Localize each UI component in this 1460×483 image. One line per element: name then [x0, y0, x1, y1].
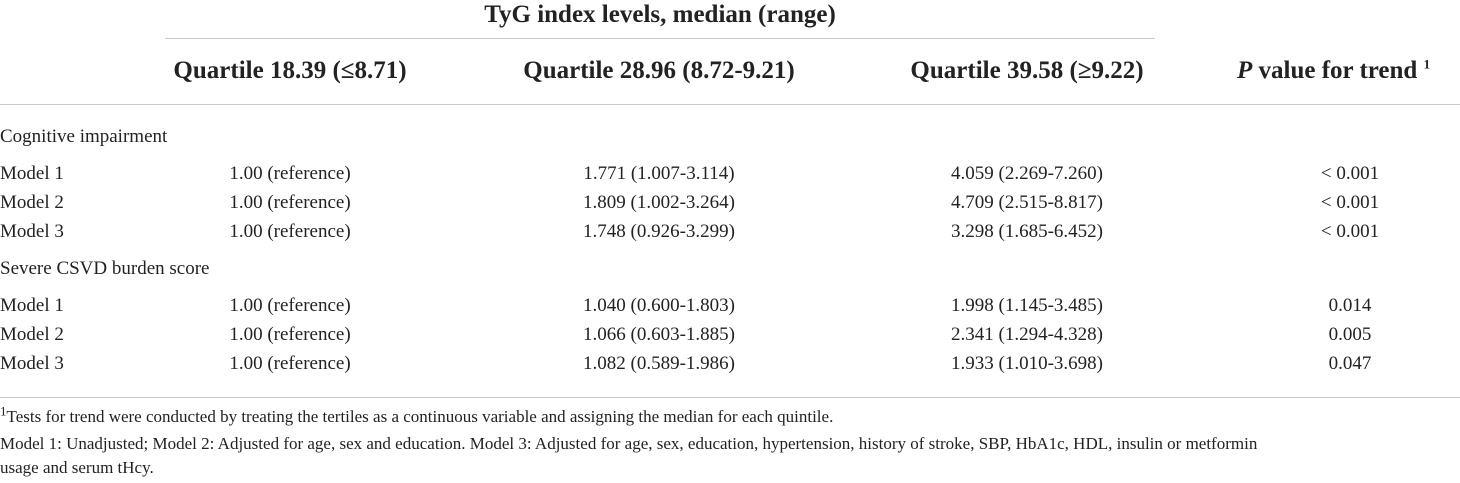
row-label: Model 1: [0, 163, 64, 184]
cell-q2: 1.771 (1.007-3.114): [583, 163, 735, 184]
col-header-q2: Quartile 28.96 (8.72-9.21): [523, 57, 795, 84]
cell-q3: 3.298 (1.685-6.452): [951, 221, 1103, 242]
cell-q3: 1.933 (1.010-3.698): [951, 353, 1103, 374]
row-label: Model 3: [0, 221, 64, 242]
trend-label: value for trend: [1252, 57, 1418, 84]
cell-q1: 1.00 (reference): [229, 192, 351, 213]
cell-q3: 2.341 (1.294-4.328): [951, 324, 1103, 345]
cell-q3: 1.998 (1.145-3.485): [951, 295, 1103, 316]
footnote-marker: 1: [0, 403, 7, 419]
cell-q2: 1.040 (0.600-1.803): [583, 295, 735, 316]
cell-q1: 1.00 (reference): [229, 221, 351, 242]
cell-q2: 1.809 (1.002-3.264): [583, 192, 735, 213]
cell-q3: 4.709 (2.515-8.817): [951, 192, 1103, 213]
cell-p: 0.014: [1328, 295, 1372, 316]
cell-p: 0.047: [1328, 353, 1372, 374]
footnote-1-text: Tests for trend were conducted by treati…: [6, 407, 834, 426]
cell-p: 0.005: [1328, 324, 1372, 345]
trend-footnote-marker: 1: [1423, 56, 1431, 72]
header-rule: [0, 104, 1460, 105]
table-bottom-rule: [0, 397, 1460, 398]
row-label: Model 1: [0, 295, 64, 316]
cell-q1: 1.00 (reference): [229, 295, 351, 316]
footnote-2-line-1: Model 1: Unadjusted; Model 2: Adjusted f…: [0, 434, 1258, 453]
col-header-q3: Quartile 39.58 (≥9.22): [910, 57, 1144, 84]
cell-q2: 1.748 (0.926-3.299): [583, 221, 735, 242]
col-header-q1: Quartile 18.39 (≤8.71): [173, 57, 407, 84]
section-title: Severe CSVD burden score: [0, 258, 210, 279]
spanner-rule: [165, 38, 1155, 39]
spanner-header: TyG index levels, median (range): [484, 1, 836, 28]
cell-q2: 1.066 (0.603-1.885): [583, 324, 735, 345]
cell-q3: 4.059 (2.269-7.260): [951, 163, 1103, 184]
cell-q1: 1.00 (reference): [229, 353, 351, 374]
cell-q2: 1.082 (0.589-1.986): [583, 353, 735, 374]
cell-q1: 1.00 (reference): [229, 324, 351, 345]
footnote-1: 1Tests for trend were conducted by treat…: [0, 404, 834, 427]
trend-p-letter: P: [1237, 57, 1253, 84]
row-label: Model 2: [0, 192, 64, 213]
footnote-2-line-2: usage and serum tHcy.: [0, 458, 154, 477]
cell-p: < 0.001: [1320, 163, 1380, 184]
row-label: Model 3: [0, 353, 64, 374]
cell-p: < 0.001: [1320, 221, 1380, 242]
cell-p: < 0.001: [1320, 192, 1380, 213]
cell-q1: 1.00 (reference): [229, 163, 351, 184]
section-title: Cognitive impairment: [0, 126, 168, 147]
col-header-trend: P value for trend 1: [1237, 57, 1430, 85]
row-label: Model 2: [0, 324, 64, 345]
